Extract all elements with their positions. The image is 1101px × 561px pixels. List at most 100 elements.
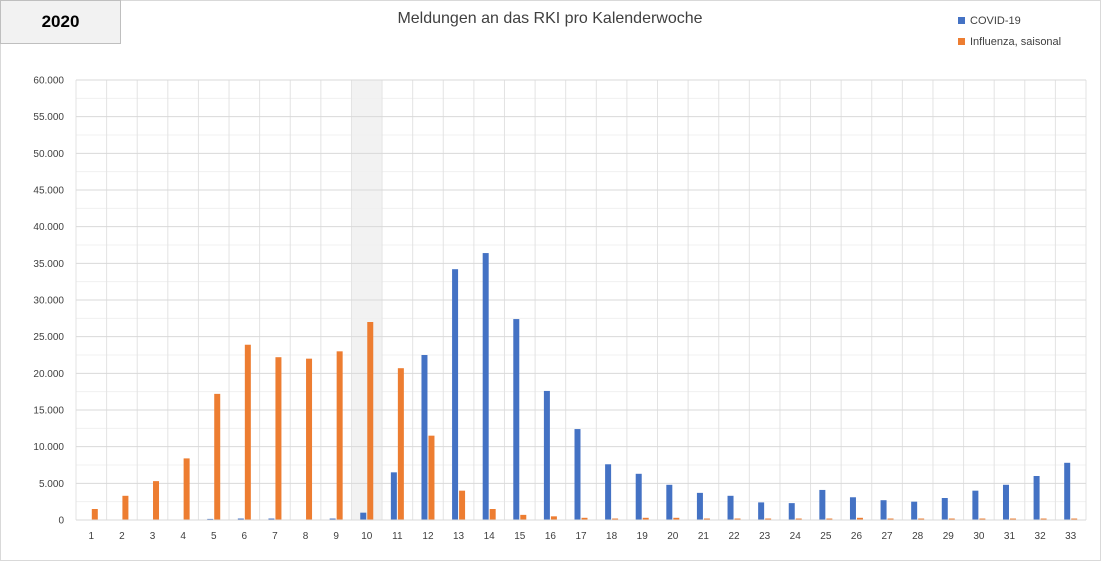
y-tick-label: 25.000	[33, 332, 64, 343]
y-tick-label: 40.000	[33, 222, 64, 233]
bar-covid	[360, 512, 367, 520]
bar-covid	[421, 355, 428, 520]
bar-covid	[1064, 462, 1071, 520]
bar-influenza	[918, 518, 925, 520]
bar-covid	[972, 490, 979, 520]
bar-covid	[1033, 476, 1040, 520]
bar-covid	[237, 518, 244, 520]
bar-covid	[207, 518, 214, 520]
x-tick-label: 26	[851, 531, 863, 542]
bar-influenza	[459, 490, 466, 520]
x-tick-label: 11	[392, 531, 403, 542]
x-tick-label: 9	[333, 531, 339, 542]
y-tick-label: 20.000	[33, 369, 64, 380]
bar-influenza	[887, 518, 894, 520]
bar-influenza	[1040, 518, 1047, 520]
y-tick-label: 15.000	[33, 406, 64, 417]
bar-influenza	[428, 435, 435, 520]
bar-influenza	[397, 368, 404, 520]
bar-influenza	[979, 518, 986, 520]
x-tick-label: 28	[912, 531, 924, 542]
x-tick-label: 30	[973, 531, 985, 542]
bar-covid	[390, 472, 397, 520]
bar-covid	[482, 253, 489, 521]
y-tick-label: 5.000	[39, 479, 64, 490]
x-tick-label: 19	[637, 531, 649, 542]
x-tick-label: 2	[119, 531, 125, 542]
bar-influenza	[612, 518, 619, 520]
x-tick-label: 27	[881, 531, 893, 542]
x-tick-label: 6	[242, 531, 248, 542]
x-tick-label: 5	[211, 531, 217, 542]
bar-influenza	[795, 518, 802, 520]
chart-title: Meldungen an das RKI pro Kalenderwoche	[397, 10, 703, 27]
x-tick-label: 29	[943, 531, 955, 542]
x-tick-label: 32	[1035, 531, 1047, 542]
x-tick-label: 24	[790, 531, 802, 542]
y-tick-label: 45.000	[33, 186, 64, 197]
x-tick-label: 33	[1065, 531, 1077, 542]
bar-influenza	[520, 514, 527, 520]
legend-label-influenza: Influenza, saisonal	[970, 35, 1062, 48]
bar-covid	[911, 501, 918, 520]
x-tick-label: 12	[422, 531, 434, 542]
bar-covid	[574, 429, 581, 520]
bar-influenza	[153, 481, 160, 520]
legend-swatch-covid	[958, 17, 965, 24]
bar-influenza	[856, 517, 863, 520]
chart-legend: COVID-19 Influenza, saisonal	[958, 10, 1061, 52]
x-tick-label: 14	[484, 531, 496, 542]
bar-covid	[696, 492, 703, 520]
y-tick-label: 10.000	[33, 442, 64, 453]
x-tick-label: 4	[180, 531, 186, 542]
bar-covid	[819, 489, 826, 520]
bar-influenza	[91, 509, 98, 520]
bar-influenza	[703, 518, 710, 520]
x-tick-label: 15	[514, 531, 526, 542]
bar-influenza	[673, 517, 680, 520]
bar-covid	[605, 464, 612, 520]
bar-covid	[513, 319, 520, 520]
legend-item-covid: COVID-19	[958, 10, 1061, 31]
y-tick-label: 30.000	[33, 296, 64, 307]
legend-item-influenza: Influenza, saisonal	[958, 31, 1061, 52]
bar-covid	[880, 500, 887, 520]
bar-covid	[849, 497, 856, 520]
bar-influenza	[367, 322, 374, 520]
bar-influenza	[336, 351, 343, 520]
bar-influenza	[122, 495, 129, 520]
bar-covid	[452, 269, 459, 520]
bar-influenza	[183, 458, 190, 520]
x-tick-label: 23	[759, 531, 771, 542]
bar-influenza	[826, 518, 833, 520]
x-tick-label: 8	[303, 531, 309, 542]
x-tick-label: 21	[698, 531, 710, 542]
bar-influenza	[550, 516, 557, 520]
bar-influenza	[1071, 518, 1078, 520]
x-tick-label: 25	[820, 531, 832, 542]
bar-covid	[941, 498, 948, 520]
x-tick-label: 18	[606, 531, 618, 542]
bar-covid	[268, 518, 275, 520]
x-tick-label: 17	[575, 531, 587, 542]
bar-covid	[727, 495, 734, 520]
year-label: 2020	[0, 0, 121, 44]
bar-influenza	[581, 517, 588, 520]
y-tick-label: 35.000	[33, 259, 64, 270]
bar-covid	[1002, 484, 1009, 520]
bar-influenza	[1009, 518, 1016, 520]
x-tick-label: 1	[89, 531, 95, 542]
y-tick-label: 55.000	[33, 112, 64, 123]
x-tick-label: 13	[453, 531, 465, 542]
x-tick-label: 20	[667, 531, 679, 542]
legend-label-covid: COVID-19	[970, 14, 1021, 27]
bar-covid	[543, 390, 550, 520]
x-tick-label: 22	[728, 531, 740, 542]
x-tick-label: 10	[361, 531, 373, 542]
bar-influenza	[306, 358, 313, 520]
bar-influenza	[489, 509, 496, 520]
y-tick-label: 0	[58, 516, 64, 527]
bar-covid	[758, 502, 765, 520]
bar-covid	[788, 503, 795, 520]
